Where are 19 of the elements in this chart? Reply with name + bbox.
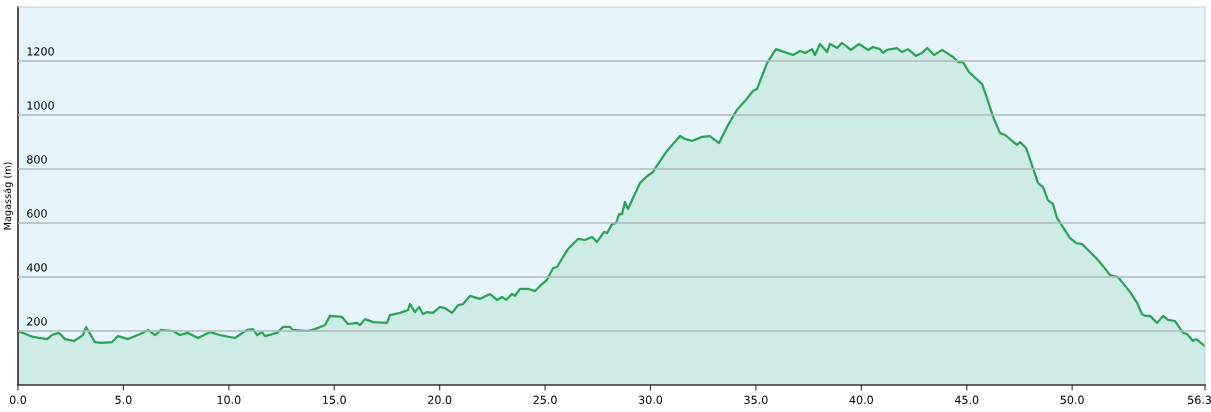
x-tick-label: 40.0 bbox=[849, 395, 873, 405]
x-tick-label: 20.0 bbox=[428, 395, 452, 405]
y-tick-label: 1000 bbox=[27, 101, 54, 110]
y-tick-label: 200 bbox=[27, 317, 47, 326]
y-tick-label: 800 bbox=[27, 155, 47, 164]
x-tick-label: 30.0 bbox=[638, 395, 663, 405]
y-tick-label: 400 bbox=[26, 263, 47, 272]
y-tick-label: 1200 bbox=[27, 47, 54, 56]
y-axis-title: Magasság (m) bbox=[3, 162, 13, 230]
x-tick-label: 35.0 bbox=[744, 395, 768, 405]
x-tick-label: 56.3 bbox=[1188, 395, 1211, 405]
x-tick-label: 5.0 bbox=[115, 395, 132, 405]
y-tick-label: 600 bbox=[27, 209, 47, 218]
x-tick-label: 0.0 bbox=[9, 395, 27, 405]
x-tick-label: 45.0 bbox=[954, 395, 979, 405]
x-tick-label: 50.0 bbox=[1060, 395, 1084, 405]
x-tick-label: 10.0 bbox=[217, 395, 241, 405]
x-tick-label: 25.0 bbox=[533, 395, 557, 405]
x-tick-label: 15.0 bbox=[323, 395, 346, 405]
